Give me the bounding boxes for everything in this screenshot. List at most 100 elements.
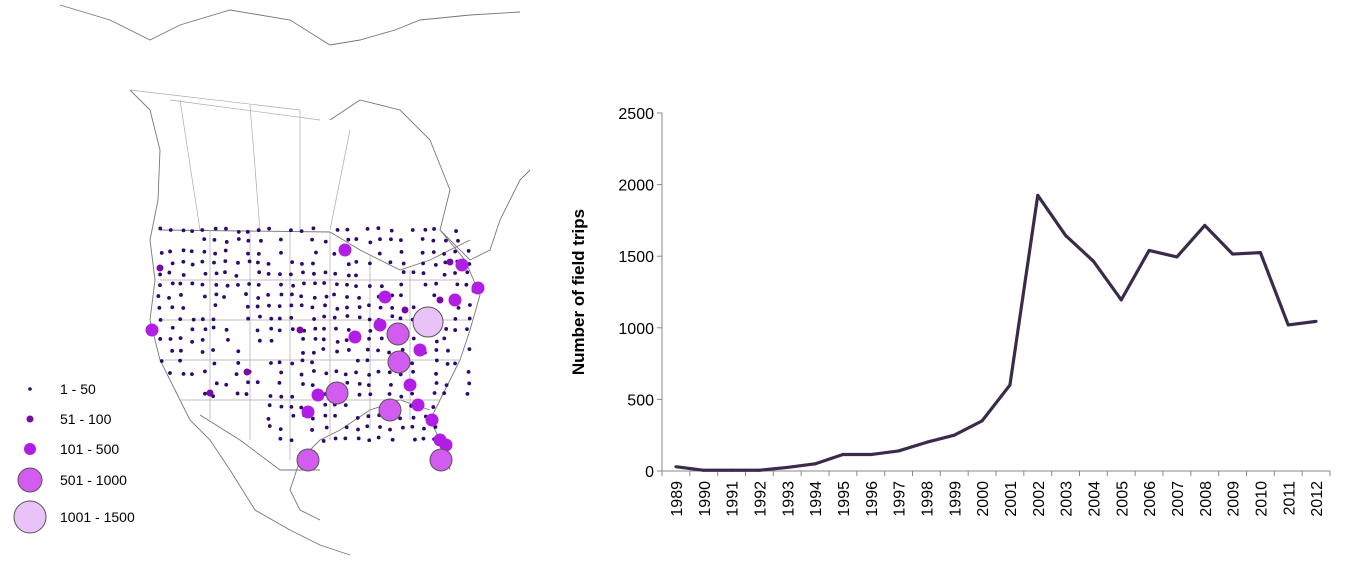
- y-tick-label: 2000: [618, 178, 654, 195]
- map-dot: [413, 343, 427, 357]
- map-dot: [445, 362, 450, 366]
- map-dot: [257, 338, 262, 343]
- map-dot: [245, 304, 250, 309]
- map-dot: [425, 413, 439, 427]
- map-dot: [223, 248, 228, 253]
- map-dot: [399, 282, 404, 287]
- map-dot: [178, 317, 183, 322]
- map-dot: [335, 349, 339, 354]
- x-tick-label: 2001: [1003, 481, 1020, 517]
- map-dot: [367, 261, 372, 266]
- map-dot: [389, 382, 393, 387]
- map-dot: [354, 237, 359, 241]
- x-tick-label: 2005: [1114, 481, 1131, 517]
- map-dot: [312, 369, 316, 373]
- map-dot: [200, 338, 205, 342]
- map-dot: [388, 260, 393, 265]
- legend-label: 1001 - 1500: [60, 509, 135, 525]
- coastline: [59, 4, 531, 556]
- map-dot: [376, 369, 381, 374]
- map-dot: [178, 358, 182, 363]
- map-dot: [323, 270, 328, 275]
- map-dot: [324, 294, 329, 299]
- map-dot: [156, 294, 161, 298]
- map-dot: [377, 251, 382, 256]
- map-dot: [170, 261, 175, 266]
- map-dot: [291, 283, 296, 288]
- map-dot: [167, 270, 172, 275]
- series-layer: [674, 193, 1318, 472]
- map-dot: [289, 303, 294, 308]
- map-dot: [158, 283, 162, 288]
- data-point: [1091, 259, 1095, 263]
- map-dot: [310, 305, 315, 310]
- map-dot: [398, 372, 403, 377]
- map-dot: [313, 281, 317, 286]
- map-dot: [401, 306, 409, 314]
- field-trips-chart: 0 500 1000 1500 2000 2500 1989 1990 1991 1992 199…: [550, 0, 1350, 562]
- map-dot: [465, 327, 469, 332]
- map-dot: [322, 326, 326, 331]
- map-dot: [211, 348, 215, 352]
- map-dot: [344, 338, 349, 343]
- map-dot: [158, 337, 163, 341]
- map-dot: [278, 237, 283, 242]
- data-point: [897, 449, 901, 453]
- y-tick-label: 2500: [618, 106, 654, 123]
- map-outline: [59, 4, 531, 556]
- map-dot: [277, 380, 282, 385]
- map-dot: [243, 368, 251, 376]
- map-dot: [376, 226, 381, 231]
- map-dot: [367, 284, 372, 288]
- map-dot: [403, 378, 417, 392]
- map-dot: [269, 316, 274, 321]
- map-dot: [224, 382, 229, 387]
- map-dot: [365, 358, 370, 363]
- x-tick-label: 1994: [808, 481, 825, 517]
- map-dot: [158, 226, 163, 231]
- map-dot: [398, 416, 402, 421]
- map-dot: [236, 349, 241, 354]
- map-dot: [258, 314, 262, 319]
- map-dot: [236, 237, 241, 241]
- map-dot: [365, 226, 370, 231]
- map-dot: [401, 425, 405, 430]
- map-dot: [332, 292, 336, 297]
- map-dot: [181, 306, 186, 310]
- map-dot: [277, 316, 282, 321]
- map-dot: [378, 398, 402, 422]
- x-tick-label: 2012: [1309, 481, 1326, 517]
- map-dot: [421, 436, 426, 441]
- map-dot: [345, 295, 349, 299]
- map-dot: [367, 303, 371, 308]
- map-dot: [200, 259, 205, 264]
- map-dot: [442, 251, 446, 256]
- x-tick-label: 1999: [947, 481, 964, 517]
- map-dot: [431, 405, 436, 409]
- map-dot: [269, 338, 274, 343]
- map-dot: [345, 282, 349, 287]
- map-dot: [296, 448, 320, 472]
- x-tick-label: 2006: [1142, 481, 1159, 517]
- map-dot: [301, 405, 315, 419]
- x-tick-label: 1996: [864, 481, 881, 517]
- map-dot: [299, 294, 304, 299]
- map-dot: [398, 316, 403, 321]
- data-point: [841, 453, 845, 457]
- map-dot: [313, 336, 318, 341]
- map-dot: [325, 381, 349, 405]
- map-dot: [423, 282, 428, 287]
- map-dot: [411, 415, 416, 420]
- map-dot: [345, 305, 349, 310]
- map-dot: [279, 250, 283, 255]
- map-dot: [389, 228, 394, 233]
- map-dot: [400, 347, 405, 352]
- chart-svg: 0 500 1000 1500 2000 2500 1989 1990 1991 1992 199…: [569, 106, 1331, 517]
- map-dot: [357, 295, 361, 300]
- map-dot: [301, 382, 305, 386]
- map-dot: [354, 273, 358, 278]
- map-dot: [455, 258, 469, 272]
- map-dot: [181, 371, 186, 376]
- data-point: [785, 465, 789, 469]
- map-dot: [446, 348, 450, 353]
